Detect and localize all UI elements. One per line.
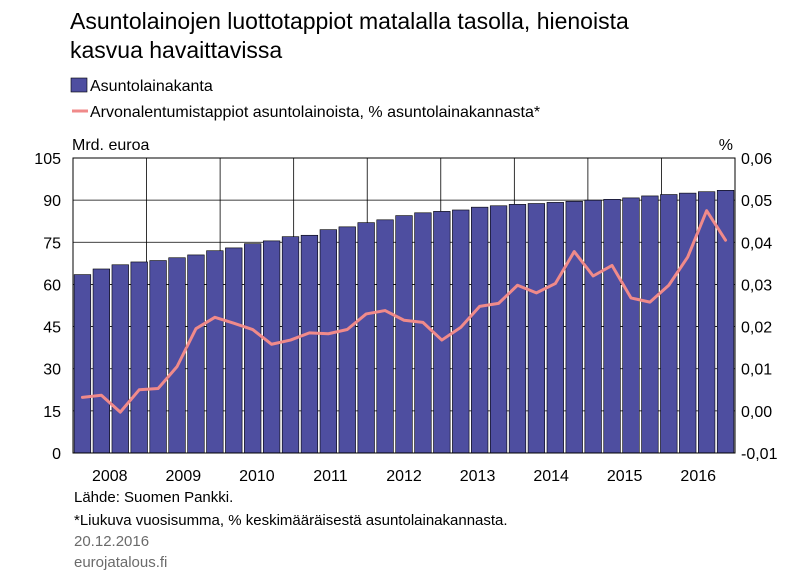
bar	[244, 243, 262, 454]
plot-frame	[72, 157, 736, 454]
bar	[225, 247, 243, 454]
bar	[92, 268, 110, 454]
x-tick-label: 2016	[680, 468, 716, 485]
chart-title-line-1: Asuntolainojen luottotappiot matalalla t…	[70, 8, 629, 34]
bar	[565, 200, 583, 454]
legend: Asuntolainakanta Arvonalentumistappiot a…	[70, 77, 540, 121]
left-tick-label: 30	[43, 362, 61, 379]
bar-series	[73, 190, 735, 454]
source-text: Lähde: Suomen Pankki.	[74, 489, 233, 506]
bar	[603, 199, 621, 454]
line-series	[80, 209, 728, 414]
bar	[527, 203, 546, 454]
x-tick-label: 2008	[92, 468, 128, 485]
right-tick-label: 0,05	[741, 193, 772, 210]
bar	[546, 202, 564, 454]
bar	[679, 192, 697, 454]
bar	[357, 222, 375, 454]
bar	[281, 236, 300, 454]
chart-title-line-2: kasvua havaittavissa	[70, 37, 282, 63]
x-tick-label: 2011	[313, 468, 348, 485]
right-tick-label: 0,00	[741, 404, 772, 421]
right-axis-label: %	[719, 137, 733, 154]
bar	[111, 264, 129, 454]
legend-bar-label: Asuntolainakanta	[90, 78, 213, 95]
left-tick-label: 15	[43, 404, 61, 421]
bar	[187, 254, 205, 454]
bar	[698, 191, 716, 454]
axis-ticks: 105 0,06 90 0,05 75 0,04 60 0,03 45 0,02 30 0,01 15 0…	[34, 151, 777, 485]
bar	[622, 197, 640, 454]
right-tick-label: 0,01	[741, 362, 772, 379]
footnote-text: *Liukuva vuosisumma, % keskimääräisestä …	[74, 512, 508, 529]
x-tick-label: 2013	[460, 468, 496, 485]
bar	[433, 211, 451, 454]
left-tick-label: 45	[43, 320, 61, 337]
x-tick-label: 2015	[607, 468, 643, 485]
bar	[660, 194, 678, 454]
bar	[471, 206, 489, 454]
bar	[262, 240, 281, 454]
bar	[395, 215, 413, 454]
right-tick-label: 0,02	[741, 320, 772, 337]
legend-line-label: Arvonalentumistappiot asuntolainoista, %…	[90, 104, 540, 121]
bar	[376, 219, 394, 454]
bar	[338, 226, 356, 454]
date-text: 20.12.2016	[74, 533, 149, 550]
right-tick-label: 0,04	[741, 235, 772, 252]
bar	[584, 199, 602, 454]
bar	[73, 274, 92, 454]
left-tick-label: 105	[34, 151, 61, 168]
x-tick-label: 2010	[239, 468, 275, 485]
bar	[414, 212, 432, 454]
bar	[300, 234, 319, 454]
legend-bar-swatch	[70, 77, 88, 93]
right-tick-label: 0,06	[741, 151, 772, 168]
x-tick-label: 2009	[166, 468, 202, 485]
bar	[641, 195, 659, 454]
x-tick-label: 2012	[386, 468, 422, 485]
bar	[149, 260, 167, 454]
bar	[508, 204, 527, 454]
bar	[130, 261, 148, 454]
left-tick-label: 0	[52, 446, 61, 463]
left-tick-label: 75	[43, 235, 61, 252]
line-series-layer	[80, 209, 728, 414]
bar	[319, 229, 337, 454]
left-tick-label: 60	[43, 277, 61, 294]
site-text: eurojatalous.fi	[74, 554, 167, 571]
bar	[206, 250, 224, 454]
left-axis-label: Mrd. euroa	[72, 137, 149, 154]
right-tick-label: -0,01	[741, 446, 778, 463]
left-tick-label: 90	[43, 193, 61, 210]
bar	[489, 205, 508, 454]
x-tick-label: 2014	[533, 468, 569, 485]
right-tick-label: 0,03	[741, 277, 772, 294]
